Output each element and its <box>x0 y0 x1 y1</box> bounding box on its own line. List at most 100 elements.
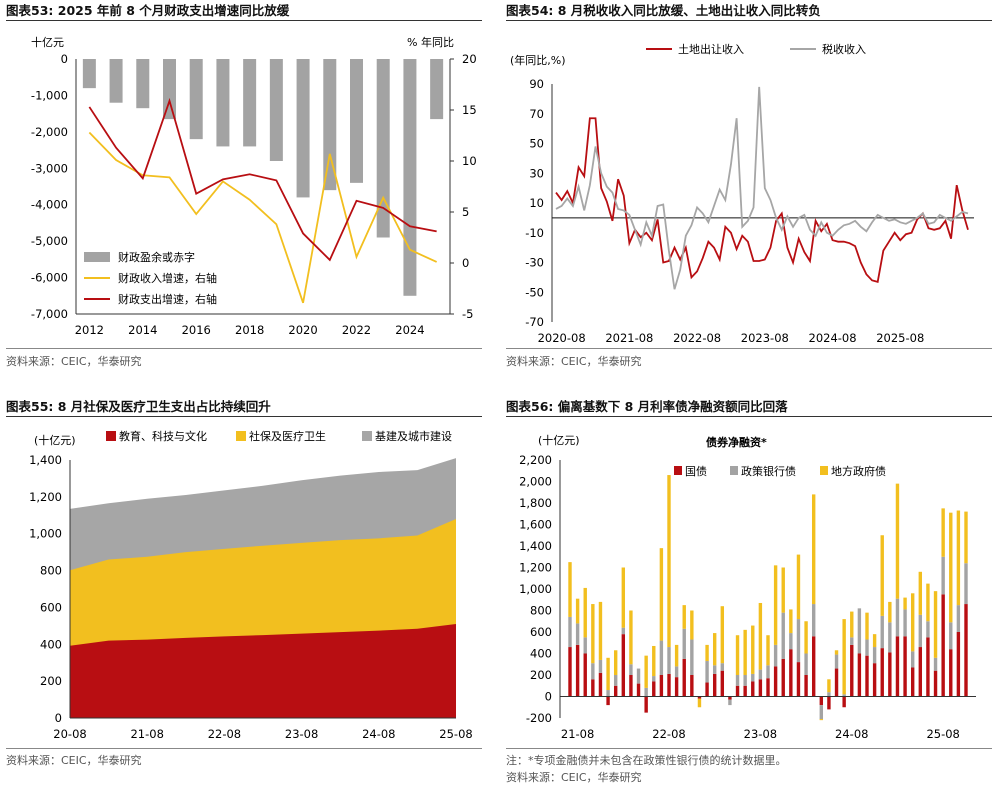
treasury-bond-bar <box>613 685 618 697</box>
policy-bank-bond-bar <box>621 627 626 635</box>
y-tick-label: 400 <box>530 647 552 661</box>
y-tick-label: 50 <box>529 137 544 151</box>
legend-swatch <box>674 466 682 475</box>
x-tick-label: 23-08 <box>744 727 777 741</box>
policy-bank-bond-bar <box>827 692 831 697</box>
local-gov-bond-bar <box>598 601 603 660</box>
legend-label: 财政收入增速，右轴 <box>118 271 217 285</box>
deficit-bar <box>350 59 363 183</box>
legend-label: 税收收入 <box>822 42 866 56</box>
local-gov-bond-bar <box>888 601 892 623</box>
title-rule <box>6 20 482 21</box>
left-tick-label: 0 <box>61 52 68 66</box>
left-tick-label: -5,000 <box>31 234 68 248</box>
treasury-bond-bar <box>827 696 831 710</box>
right-tick-label: -5 <box>462 307 473 321</box>
x-tick-label: 22-08 <box>652 727 685 741</box>
local-gov-bond-bar <box>575 598 580 624</box>
treasury-bond-bar <box>751 681 755 697</box>
local-gov-bond-bar <box>910 593 915 652</box>
left-tick-label: -6,000 <box>31 271 68 285</box>
land-sales-line <box>555 117 969 283</box>
local-gov-bond-bar <box>781 567 785 613</box>
y-tick-label: -200 <box>526 711 552 725</box>
treasury-bond-bar <box>667 673 671 697</box>
treasury-bond-bar <box>918 647 923 697</box>
legend-label: 财政支出增速，右轴 <box>118 292 217 306</box>
policy-bank-bond-bar <box>751 673 755 682</box>
policy-bank-bond-bar <box>613 675 618 686</box>
deficit-bar <box>269 59 283 161</box>
deficit-bar <box>376 59 390 238</box>
deficit-bar <box>82 59 96 89</box>
treasury-bond-bar <box>644 696 648 713</box>
local-gov-bond-bar <box>865 612 869 640</box>
y-tick-label: 1,200 <box>29 490 62 504</box>
policy-bank-bond-bar <box>636 668 641 684</box>
deficit-bar <box>323 59 337 191</box>
y-tick-label: 0 <box>545 690 552 704</box>
local-gov-bond-bar <box>827 679 831 693</box>
local-gov-bond-bar <box>842 619 846 695</box>
y-tick-label: 2,200 <box>519 453 552 467</box>
local-gov-bond-bar <box>621 567 626 628</box>
chart-title: 图表55: 8 月社保及医疗卫生支出占比持续回升 <box>6 399 271 414</box>
treasury-bond-bar <box>621 634 626 697</box>
treasury-bond-bar <box>910 667 915 697</box>
local-gov-bond-bar <box>766 635 770 666</box>
y-tick-label: 200 <box>40 674 62 688</box>
treasury-bond-bar <box>850 644 854 697</box>
local-gov-bond-bar <box>705 644 709 662</box>
deficit-bar <box>163 59 176 120</box>
policy-bank-bond-bar <box>850 637 854 645</box>
chart-subtitle: 债券净融资* <box>706 435 767 449</box>
y-tick-label: 200 <box>530 668 552 682</box>
source-rule <box>506 348 992 349</box>
deficit-bar <box>243 59 257 147</box>
policy-bank-bond-bar <box>652 676 656 682</box>
local-gov-bond-bar <box>880 535 884 616</box>
local-gov-bond-bar <box>629 610 633 665</box>
treasury-bond-bar <box>773 666 778 697</box>
legend-swatch <box>106 431 116 441</box>
legend-label: 基建及城市建设 <box>375 429 452 443</box>
policy-bank-bond-bar <box>895 598 900 637</box>
policy-bank-bond-bar <box>606 690 610 697</box>
deficit-bar <box>136 59 150 109</box>
local-gov-bond-bar <box>743 629 747 675</box>
local-gov-bond-bar <box>796 554 801 620</box>
tax-land-chart-svg: (年同比,%) 90 70 50 30 10 -10 -30 -50 -70 2020-08 2021… <box>510 42 974 345</box>
x-tick-label: 25-08 <box>926 727 959 741</box>
policy-bank-bond-bar <box>926 621 930 638</box>
treasury-bond-bar <box>842 696 846 708</box>
policy-bank-bond-bar <box>629 664 633 675</box>
title-rule <box>6 416 482 417</box>
y-tick-label: 1,600 <box>519 518 552 532</box>
local-gov-bond-bar <box>918 571 923 615</box>
right-tick-label: 20 <box>462 52 477 66</box>
legend-swatch <box>730 466 738 475</box>
treasury-bond-bar <box>956 632 961 697</box>
local-gov-bond-bar <box>583 587 587 638</box>
policy-bank-bond-bar <box>789 633 793 650</box>
treasury-bond-bar <box>781 658 785 697</box>
right-tick-label: 10 <box>462 154 477 168</box>
x-tick-label: 2025-08 <box>876 331 924 345</box>
y-tick-label: 600 <box>530 625 552 639</box>
policy-bank-bond-bar <box>903 609 907 637</box>
policy-bank-bond-bar <box>781 612 785 659</box>
source-rule <box>6 748 482 749</box>
y-tick-label: -30 <box>525 256 544 270</box>
y-tick-label: 800 <box>40 564 62 578</box>
treasury-bond-bar <box>659 675 664 697</box>
x-tick-label: 2018 <box>235 323 264 337</box>
right-tick-label: 0 <box>462 256 469 270</box>
y-axis-label: (十亿元) <box>538 433 580 447</box>
x-tick-label: 2022 <box>342 323 371 337</box>
local-gov-bond-bar <box>758 602 763 670</box>
legend-swatch <box>362 431 372 441</box>
source-text: 资料来源：CEIC，华泰研究 <box>506 355 642 368</box>
policy-bank-bond-bar <box>941 556 945 595</box>
right-axis-unit: % 年同比 <box>407 35 454 49</box>
y-tick-label: 1,000 <box>519 582 552 596</box>
